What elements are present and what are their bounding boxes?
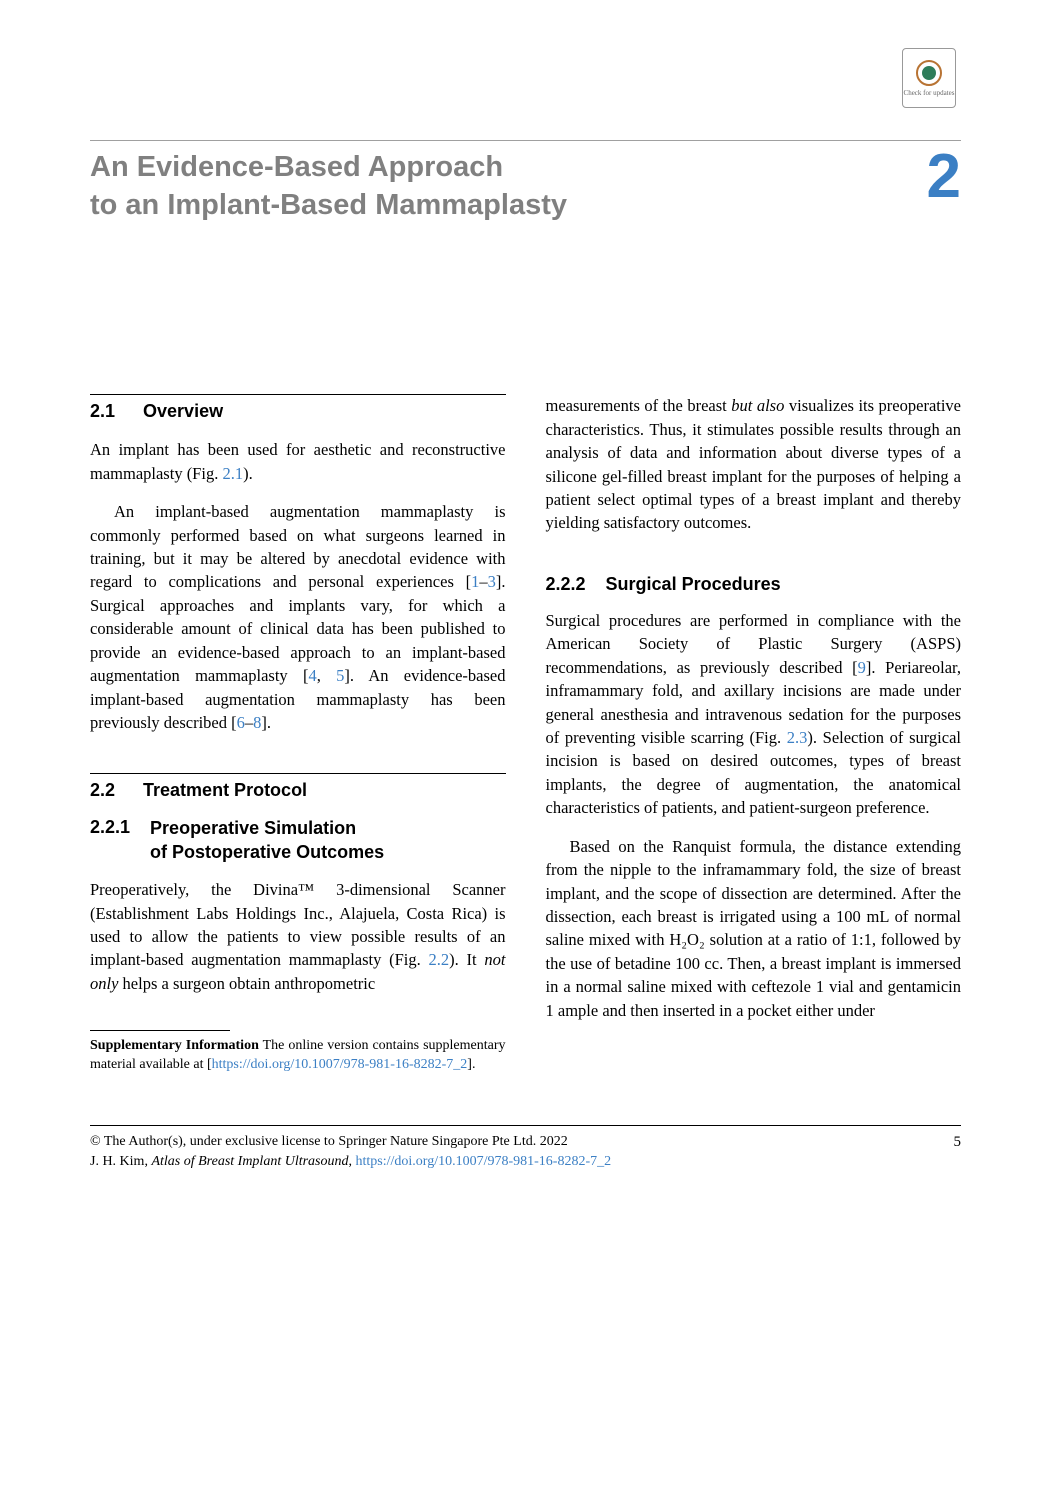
fig-ref[interactable]: 2.3: [787, 728, 808, 747]
right-column: measurements of the breast but also visu…: [546, 394, 962, 1075]
chapter-title-line2: to an Implant-Based Mammaplasty: [90, 187, 567, 225]
page-number: 5: [954, 1132, 962, 1171]
section-heading-overview: 2.1 Overview: [90, 401, 506, 422]
chapter-number: 2: [927, 149, 961, 205]
section-title: Treatment Protocol: [143, 780, 307, 801]
check-updates-badge[interactable]: Check for updates: [902, 48, 956, 108]
overview-p2: An implant-based augmentation mammaplast…: [90, 500, 506, 734]
section-rule: [90, 773, 506, 774]
chapter-title: An Evidence-Based Approach to an Implant…: [90, 149, 567, 224]
citation-ref[interactable]: 4: [308, 666, 316, 685]
chapter-header: An Evidence-Based Approach to an Implant…: [90, 149, 961, 224]
supplementary-link[interactable]: https://doi.org/10.1007/978-981-16-8282-…: [212, 1057, 468, 1072]
section-title: Overview: [143, 401, 223, 422]
subsection-number: 2.2.2: [546, 574, 586, 595]
section-rule: [90, 394, 506, 395]
chapter-title-line1: An Evidence-Based Approach: [90, 149, 567, 187]
fig-ref[interactable]: 2.2: [429, 950, 450, 969]
overview-p1: An implant has been used for aesthetic a…: [90, 438, 506, 485]
supplementary-bold: Supplementary Information: [90, 1038, 259, 1053]
section-heading-treatment: 2.2 Treatment Protocol: [90, 780, 506, 801]
col2-continuation: measurements of the breast but also visu…: [546, 394, 962, 535]
left-column: 2.1 Overview An implant has been used fo…: [90, 394, 506, 1075]
fig-ref[interactable]: 2.1: [222, 464, 243, 483]
section-number: 2.2: [90, 780, 115, 801]
subsection-title: Surgical Procedures: [606, 574, 781, 595]
footer-doi-link[interactable]: https://doi.org/10.1007/978-981-16-8282-…: [356, 1154, 612, 1169]
citation-ref[interactable]: 9: [858, 658, 866, 677]
footer-citation: J. H. Kim, Atlas of Breast Implant Ultra…: [90, 1152, 611, 1172]
subsection-heading-preop: 2.2.1 Preoperative Simulation of Postope…: [90, 817, 506, 864]
section-number: 2.1: [90, 401, 115, 422]
subsection-title: Preoperative Simulation of Postoperative…: [150, 817, 384, 864]
footer-copyright: © The Author(s), under exclusive license…: [90, 1132, 611, 1152]
page-footer: © The Author(s), under exclusive license…: [90, 1125, 961, 1171]
surgical-p2: Based on the Ranquist formula, the dista…: [546, 835, 962, 1022]
content-columns: 2.1 Overview An implant has been used fo…: [90, 394, 961, 1075]
subsection-heading-surgical: 2.2.2 Surgical Procedures: [546, 574, 962, 595]
check-updates-label: Check for updates: [904, 89, 955, 97]
surgical-p1: Surgical procedures are performed in com…: [546, 609, 962, 820]
citation-ref[interactable]: 6: [237, 713, 245, 732]
supplementary-info: Supplementary Information The online ver…: [90, 1037, 506, 1075]
preop-p1: Preoperatively, the Divina™ 3-dimensiona…: [90, 878, 506, 995]
subsection-number: 2.2.1: [90, 817, 130, 864]
footer-copyright-block: © The Author(s), under exclusive license…: [90, 1132, 611, 1171]
citation-ref[interactable]: 3: [488, 572, 496, 591]
supplementary-rule: [90, 1030, 230, 1031]
chapter-header-rule: [90, 140, 961, 141]
